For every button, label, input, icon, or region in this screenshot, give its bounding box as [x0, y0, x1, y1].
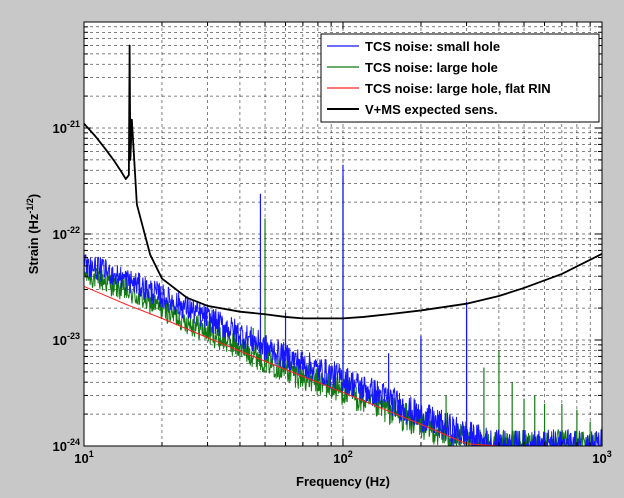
legend-label: TCS noise: large hole: [365, 60, 498, 75]
tick-exponent: 3: [607, 449, 612, 459]
y-tick-label: 10-24: [53, 437, 80, 454]
tick-exponent: 2: [348, 449, 353, 459]
tick-exponent: -23: [67, 331, 80, 341]
y-axis-label-main: Strain (Hz: [26, 213, 41, 274]
x-tick-label: 102: [333, 449, 352, 466]
y-tick-label: 10-22: [53, 225, 80, 242]
tick-exponent: -24: [67, 437, 80, 447]
legend-label: TCS noise: small hole: [365, 39, 500, 54]
tick-exponent: 1: [89, 449, 94, 459]
y-tick-label: 10-23: [53, 331, 80, 348]
tick-exponent: -22: [67, 225, 80, 235]
y-axis-label-exp: -1/2: [25, 198, 35, 214]
x-tick-label: 101: [74, 449, 93, 466]
legend-label: V+MS expected sens.: [365, 102, 498, 117]
y-axis-label-close: ): [26, 194, 41, 198]
series-layer: [83, 44, 603, 447]
tick-base: 10: [53, 439, 67, 454]
y-tick-label: 10-21: [53, 119, 80, 136]
legend-label: TCS noise: large hole, flat RIN: [365, 81, 551, 96]
axis-ticks: [83, 21, 603, 447]
series-line-3: [83, 44, 603, 320]
y-axis-label: Strain (Hz-1/2): [25, 194, 41, 275]
legend-box: [320, 33, 600, 123]
series-line-0: [83, 254, 603, 447]
tick-base: 10: [53, 227, 67, 242]
x-tick-label: 103: [592, 449, 611, 466]
tick-base: 10: [592, 451, 606, 466]
series-line-2: [83, 285, 499, 447]
tick-base: 10: [74, 451, 88, 466]
x-axis-label: Frequency (Hz): [296, 474, 390, 489]
legend: TCS noise: small hole TCS noise: large ho…: [320, 33, 600, 123]
tick-base: 10: [333, 451, 347, 466]
tick-exponent: -21: [67, 119, 80, 129]
tick-base: 10: [53, 333, 67, 348]
tick-base: 10: [53, 121, 67, 136]
